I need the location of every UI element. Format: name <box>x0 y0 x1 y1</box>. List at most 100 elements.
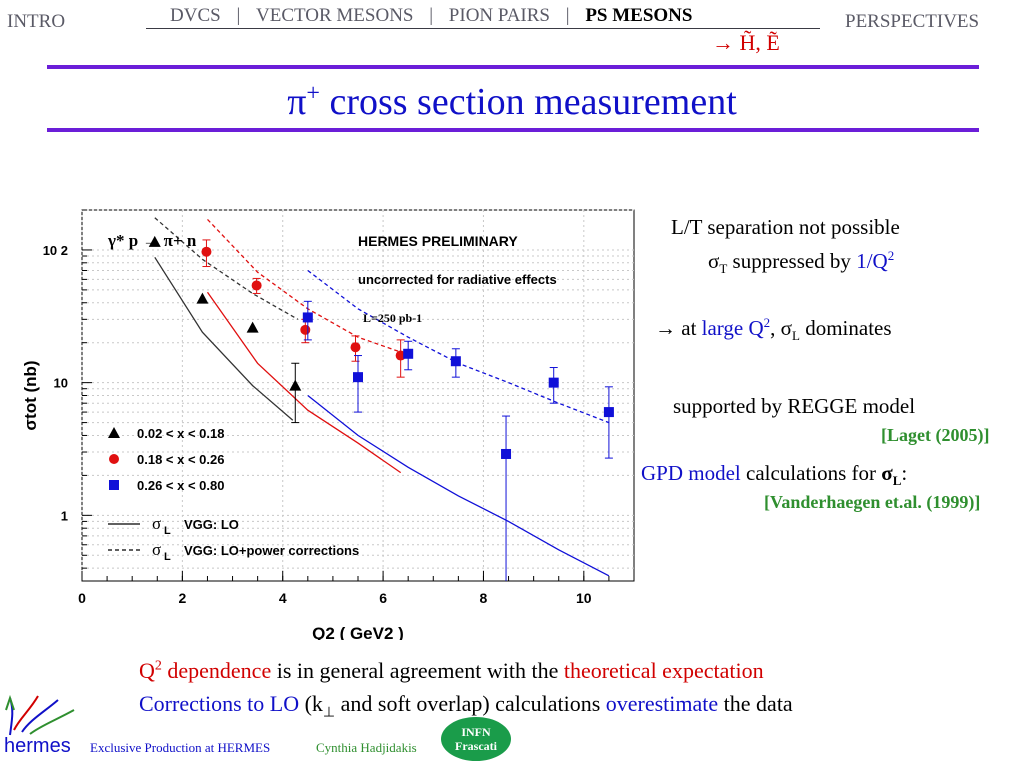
nav-intro[interactable]: INTRO <box>7 11 66 32</box>
data-point <box>201 246 212 257</box>
legend-marker <box>108 427 120 438</box>
data-point <box>251 280 262 291</box>
data-point <box>300 324 311 335</box>
reaction-label: γ* p → π+ n <box>107 231 197 250</box>
data-point <box>353 372 363 383</box>
data-point <box>350 342 361 353</box>
data-point <box>246 321 259 333</box>
sub-l: L <box>892 473 902 489</box>
x-tick-label: 0 <box>78 590 86 606</box>
overlap-text: and soft overlap) calculations <box>335 691 606 716</box>
nav-item-ps-mesons[interactable]: PS MESONS <box>585 5 693 26</box>
data-point <box>196 292 209 304</box>
legend-label: VGG: LO+power corrections <box>184 543 359 558</box>
nav-item-pion-pairs[interactable]: PION PAIRS <box>448 5 550 26</box>
colon: : <box>901 461 908 485</box>
q-text: Q <box>139 658 155 683</box>
data-point <box>450 356 461 367</box>
y-tick-label: 10 2 <box>43 243 68 258</box>
divider-top <box>47 65 979 69</box>
overestimate-text: overestimate <box>605 691 719 716</box>
title-pi: π <box>287 81 307 123</box>
preliminary-label: HERMES PRELIMINARY <box>358 233 518 249</box>
inverse-q2: 1/Q <box>856 249 888 273</box>
nav-separator: | <box>565 5 570 26</box>
x-axis-label: Q2 ( GeV2 ) <box>312 624 404 640</box>
legend-marker <box>109 454 119 464</box>
nav-separator: | <box>429 5 434 26</box>
nav-perspectives[interactable]: PERSPECTIVES <box>845 11 980 32</box>
agreement-text: is in general agreement with the <box>271 658 564 683</box>
legend-marker <box>109 480 119 490</box>
title-sup: + <box>306 80 320 107</box>
theory-curve <box>206 291 402 474</box>
legend-label: 0.26 < x < 0.80 <box>137 478 224 493</box>
sub-l: L <box>792 328 800 344</box>
citation-vanderhaegen: [Vanderhaegen et.al. (1999)] <box>764 492 981 512</box>
x-tick-label: 6 <box>379 590 387 606</box>
sigma-t-text: σT suppressed by 1/Q2 <box>708 248 894 277</box>
sigma-symbol: σ <box>708 249 720 273</box>
expectation-text: theoretical expectation <box>563 658 764 683</box>
suppressed-text: suppressed by <box>727 249 857 273</box>
legend-sigma: σ <box>152 540 161 559</box>
legend-label: 0.18 < x < 0.26 <box>137 452 224 467</box>
large-q-text: large Q <box>701 316 764 340</box>
sigma-text: , σ <box>770 316 792 340</box>
legend-sigma: σ <box>152 514 161 533</box>
infn-frascati-logo: INFN Frascati <box>441 717 511 761</box>
dominates-text: dominates <box>799 316 892 340</box>
nav-item-dvcs[interactable]: DVCS <box>170 5 221 26</box>
dependence-text: dependence <box>161 658 272 683</box>
frascati-text: Frascati <box>455 739 497 753</box>
legend-subscript: L <box>164 551 171 563</box>
data-point <box>603 407 614 418</box>
sub-t: T <box>719 261 728 277</box>
theory-curve <box>154 256 294 421</box>
radiative-label: uncorrected for radiative effects <box>358 272 557 287</box>
data-point <box>148 235 161 247</box>
lt-separation-text: L/T separation not possible <box>671 215 900 239</box>
large-q2-text: → at large Q2, σL dominates <box>655 315 892 344</box>
sup-2: 2 <box>154 658 162 674</box>
legend-label: 0.02 < x < 0.18 <box>137 426 224 441</box>
title-text: cross section measurement <box>319 81 737 123</box>
data-point <box>548 377 559 388</box>
hermes-logo-icon <box>5 694 75 736</box>
data-point <box>395 350 406 361</box>
data-text: the data <box>718 691 793 716</box>
arrow-text: → at <box>655 316 702 340</box>
nav-subtitle: → H̃, Ẽ <box>712 30 780 55</box>
y-tick-label: 10 <box>54 376 68 391</box>
sup-2: 2 <box>763 315 771 330</box>
gpd-model-label: GPD model <box>641 461 741 485</box>
k-text: (k <box>299 691 323 716</box>
data-point <box>289 379 302 391</box>
perp-sub: ⊥ <box>322 705 336 721</box>
theory-curve <box>307 394 610 577</box>
cross-section-chart: 0 2 4 6 8 10 1 10 10 2 Q2 ( GeV2 ) σtot (nb) γ* p →… <box>21 209 635 640</box>
x-tick-label: 2 <box>178 590 186 606</box>
x-tick-label: 4 <box>279 590 287 606</box>
legend-label: VGG: LO <box>184 517 239 532</box>
calc-text: calculations for <box>740 461 882 485</box>
footer-talk-title: Exclusive Production at HERMES <box>90 740 271 755</box>
conclusion-line-2: Corrections to LO (k⊥ and soft overlap) … <box>139 691 793 721</box>
regge-text: supported by REGGE model <box>673 394 916 418</box>
y-tick-label: 1 <box>61 508 68 523</box>
divider-bottom <box>47 128 979 132</box>
conclusion-line-1: Q2 dependence is in general agreement wi… <box>139 658 764 684</box>
corrections-text: Corrections to LO <box>139 691 300 716</box>
legend-subscript: L <box>164 525 171 537</box>
hermes-logo-text: hermes <box>4 735 71 757</box>
gpd-model-text: GPD model calculations for σL: <box>641 461 907 489</box>
citation-laget: [Laget (2005)] <box>881 425 990 445</box>
data-point <box>302 312 313 323</box>
nav-bar: DVCS | VECTOR MESONS | PION PAIRS | PS M… <box>146 5 820 29</box>
page-title: π+ cross section measurement <box>0 80 1024 124</box>
y-axis-label: σtot (nb) <box>21 360 40 430</box>
nav-item-vector-mesons[interactable]: VECTOR MESONS <box>256 5 414 26</box>
x-tick-label: 10 <box>576 590 592 606</box>
theory-curve <box>154 217 299 320</box>
data-point <box>403 348 414 359</box>
